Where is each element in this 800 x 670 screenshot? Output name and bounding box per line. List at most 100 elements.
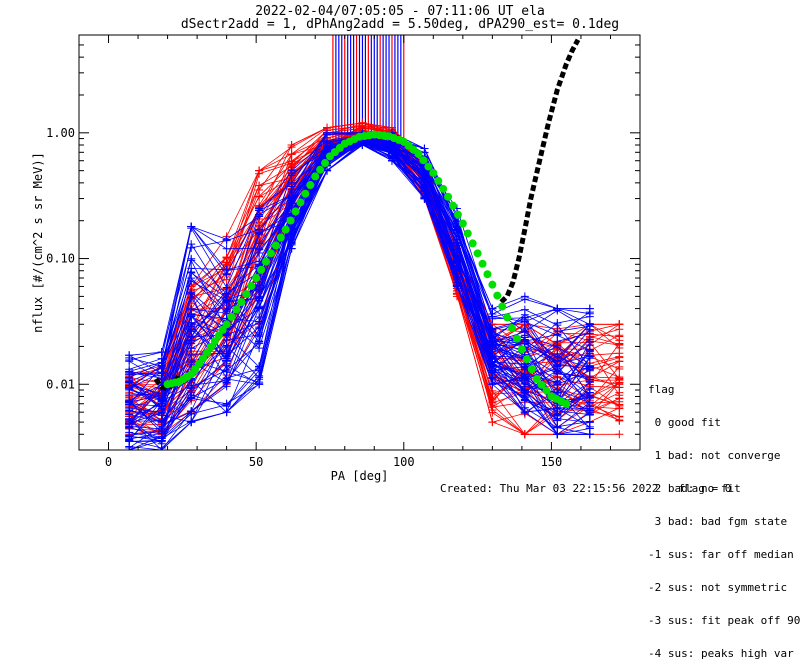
fit-point (286, 216, 295, 225)
chart-title: 2022-02-04/07:05:05 - 07:11:06 UT ela (255, 4, 545, 19)
fit-point (527, 365, 536, 374)
blue-series-point (520, 362, 529, 371)
fit-point (542, 386, 551, 395)
fit-point (493, 291, 502, 300)
fit-point (321, 159, 330, 168)
fit-point (291, 207, 300, 216)
red-series-point (615, 380, 624, 389)
fit-point (522, 355, 531, 364)
plot-frame (78, 34, 641, 451)
fit-point (247, 282, 256, 291)
blue-series-line (129, 142, 591, 422)
blue-series-point (488, 366, 497, 375)
black-fit-right (499, 38, 581, 304)
fit-point (532, 375, 541, 384)
blue-series-point (452, 275, 461, 284)
blue-series-point (157, 369, 166, 378)
x-tick-label: 100 (393, 455, 415, 469)
legend-item: 1 bad: not converge (648, 449, 781, 462)
y-tick-label: 0.01 (46, 377, 75, 391)
blue-series-point (585, 351, 594, 360)
blue-series-point (125, 351, 134, 360)
blue-series-point (520, 392, 529, 401)
blue-series-point (585, 430, 594, 439)
fit-point (503, 313, 512, 322)
fit-point (562, 399, 571, 408)
fit-point (488, 280, 497, 289)
red-series-point (520, 430, 529, 439)
blue-series-point (323, 136, 332, 145)
blue-series-point (585, 304, 594, 313)
blue-series-point (488, 325, 497, 334)
blue-series-point (157, 391, 166, 400)
fit-point (434, 176, 443, 185)
blue-series-point (222, 361, 231, 370)
fit-point (478, 259, 487, 268)
fit-point (468, 239, 477, 248)
red-series-point (488, 405, 497, 414)
blue-series-point (287, 187, 296, 196)
blue-series-point (420, 144, 429, 153)
fit-point (458, 219, 467, 228)
legend-item: -1 sus: far off median (648, 548, 794, 561)
blue-series-point (222, 244, 231, 253)
blue-series-point (255, 239, 264, 248)
red-series-point (615, 430, 624, 439)
fit-point (252, 274, 261, 283)
fit-point (296, 198, 305, 207)
blue-series-point (323, 166, 332, 175)
legend-item: 0 good fit (648, 416, 721, 429)
chart-subtitle: dSectr2add = 1, dPhAng2add = 5.50deg, dP… (180, 17, 620, 32)
blue-series-point (255, 284, 264, 293)
blue-series-point (553, 321, 562, 330)
blue-series-point (125, 432, 134, 441)
blue-series-point (553, 343, 562, 352)
fit-point (537, 380, 546, 389)
fit-point (453, 210, 462, 219)
fit-point (271, 241, 280, 250)
blue-series-point (553, 410, 562, 419)
blue-series-point (222, 354, 231, 363)
fit-point (276, 233, 285, 242)
footer: Created: Thu Mar 03 22:15:56 2022 flag =… (440, 482, 731, 495)
blue-series-point (157, 408, 166, 417)
y-axis-label: nflux [#/(cm^2 s sr MeV)] (31, 152, 45, 333)
blue-series-point (553, 360, 562, 369)
blue-series-point (125, 419, 134, 428)
blue-series-point (585, 385, 594, 394)
blue-series-point (488, 342, 497, 351)
plot-area (125, 35, 624, 450)
blue-series-point (420, 174, 429, 183)
blue-series-point (187, 243, 196, 252)
blue-series-line (128, 140, 590, 445)
flag-legend: flag 0 good fit 1 bad: not converge 2 ba… (648, 362, 800, 670)
blue-series-point (255, 380, 264, 389)
legend-item: 3 bad: bad fgm state (648, 515, 788, 528)
fit-point (311, 172, 320, 181)
blue-series-point (187, 293, 196, 302)
red-series-point (615, 332, 624, 341)
red-series-point (615, 340, 624, 349)
legend-title: flag (648, 383, 675, 396)
blue-series-point (520, 327, 529, 336)
flag-value: flag = 0 (678, 482, 732, 495)
fit-point (210, 337, 219, 346)
blue-series-point (222, 330, 231, 339)
blue-series-point (222, 235, 231, 244)
y-tick-label: 1.00 (46, 126, 75, 140)
blue-series-point (187, 409, 196, 418)
blue-series-point (187, 393, 196, 402)
blue-series-point (222, 290, 231, 299)
blue-series-point (323, 128, 332, 137)
blue-series-point (585, 319, 594, 328)
red-series-point (615, 349, 624, 358)
fit-point (483, 270, 492, 279)
blue-series-point (287, 228, 296, 237)
blue-series-point (488, 380, 497, 389)
blue-series-point (520, 374, 529, 383)
blue-series-point (520, 317, 529, 326)
axes-layer: 0 50 100 150 0.01 0.10 1.00 PA [deg] nflux [#/(c… (31, 34, 641, 483)
blue-series-point (452, 256, 461, 265)
blue-series-point (222, 266, 231, 275)
blue-series-point (157, 348, 166, 357)
